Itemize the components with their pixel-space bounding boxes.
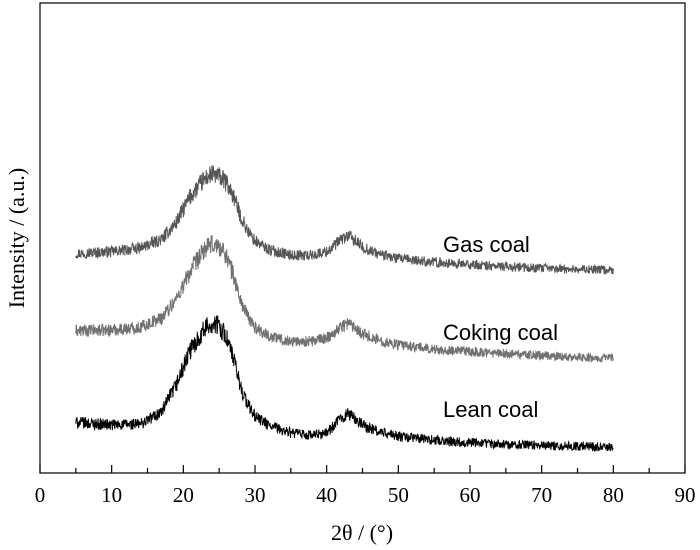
x-tick-label: 80 [603,483,624,507]
series-label-coking-coal: Coking coal [443,320,558,345]
series-layer [75,165,614,453]
x-axis-title: 2θ / (°) [331,520,393,545]
x-tick-label: 10 [101,483,122,507]
x-tick-label: 50 [388,483,409,507]
x-axis-tick-labels: 0 10 20 30 40 50 60 70 80 90 [35,483,696,507]
series-labels: Gas coal Coking coal Lean coal [443,232,558,422]
series-label-lean-coal: Lean coal [443,397,538,422]
y-axis-title: Intensity / (a.u.) [4,168,29,309]
x-tick-label: 20 [173,483,194,507]
x-tick-label: 0 [35,483,46,507]
x-tick-label: 70 [531,483,552,507]
series-line-gas-coal [75,165,614,276]
series-line-lean-coal [75,315,614,453]
x-tick-label: 60 [460,483,481,507]
x-tick-label: 90 [675,483,696,507]
x-tick-label: 30 [245,483,266,507]
plot-frame [39,2,686,474]
x-axis-ticks [39,465,686,473]
x-tick-label: 40 [316,483,337,507]
series-line-coking-coal [75,235,614,364]
series-label-gas-coal: Gas coal [443,232,530,257]
